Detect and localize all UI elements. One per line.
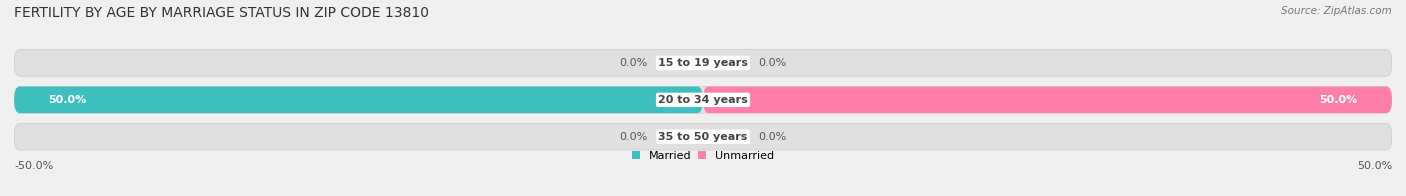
Text: 50.0%: 50.0% bbox=[1319, 95, 1358, 105]
FancyBboxPatch shape bbox=[14, 87, 703, 113]
FancyBboxPatch shape bbox=[14, 87, 1392, 113]
Text: 35 to 50 years: 35 to 50 years bbox=[658, 132, 748, 142]
Text: FERTILITY BY AGE BY MARRIAGE STATUS IN ZIP CODE 13810: FERTILITY BY AGE BY MARRIAGE STATUS IN Z… bbox=[14, 6, 429, 20]
Text: Source: ZipAtlas.com: Source: ZipAtlas.com bbox=[1281, 6, 1392, 16]
FancyBboxPatch shape bbox=[14, 50, 1392, 76]
Text: 50.0%: 50.0% bbox=[48, 95, 87, 105]
Text: 20 to 34 years: 20 to 34 years bbox=[658, 95, 748, 105]
Legend: Married, Unmarried: Married, Unmarried bbox=[627, 146, 779, 165]
FancyBboxPatch shape bbox=[14, 123, 1392, 150]
Text: 15 to 19 years: 15 to 19 years bbox=[658, 58, 748, 68]
FancyBboxPatch shape bbox=[703, 87, 1392, 113]
Text: 0.0%: 0.0% bbox=[758, 58, 786, 68]
Text: -50.0%: -50.0% bbox=[14, 161, 53, 171]
Text: 0.0%: 0.0% bbox=[758, 132, 786, 142]
Text: 0.0%: 0.0% bbox=[620, 58, 648, 68]
Text: 0.0%: 0.0% bbox=[620, 132, 648, 142]
Text: 50.0%: 50.0% bbox=[1357, 161, 1392, 171]
